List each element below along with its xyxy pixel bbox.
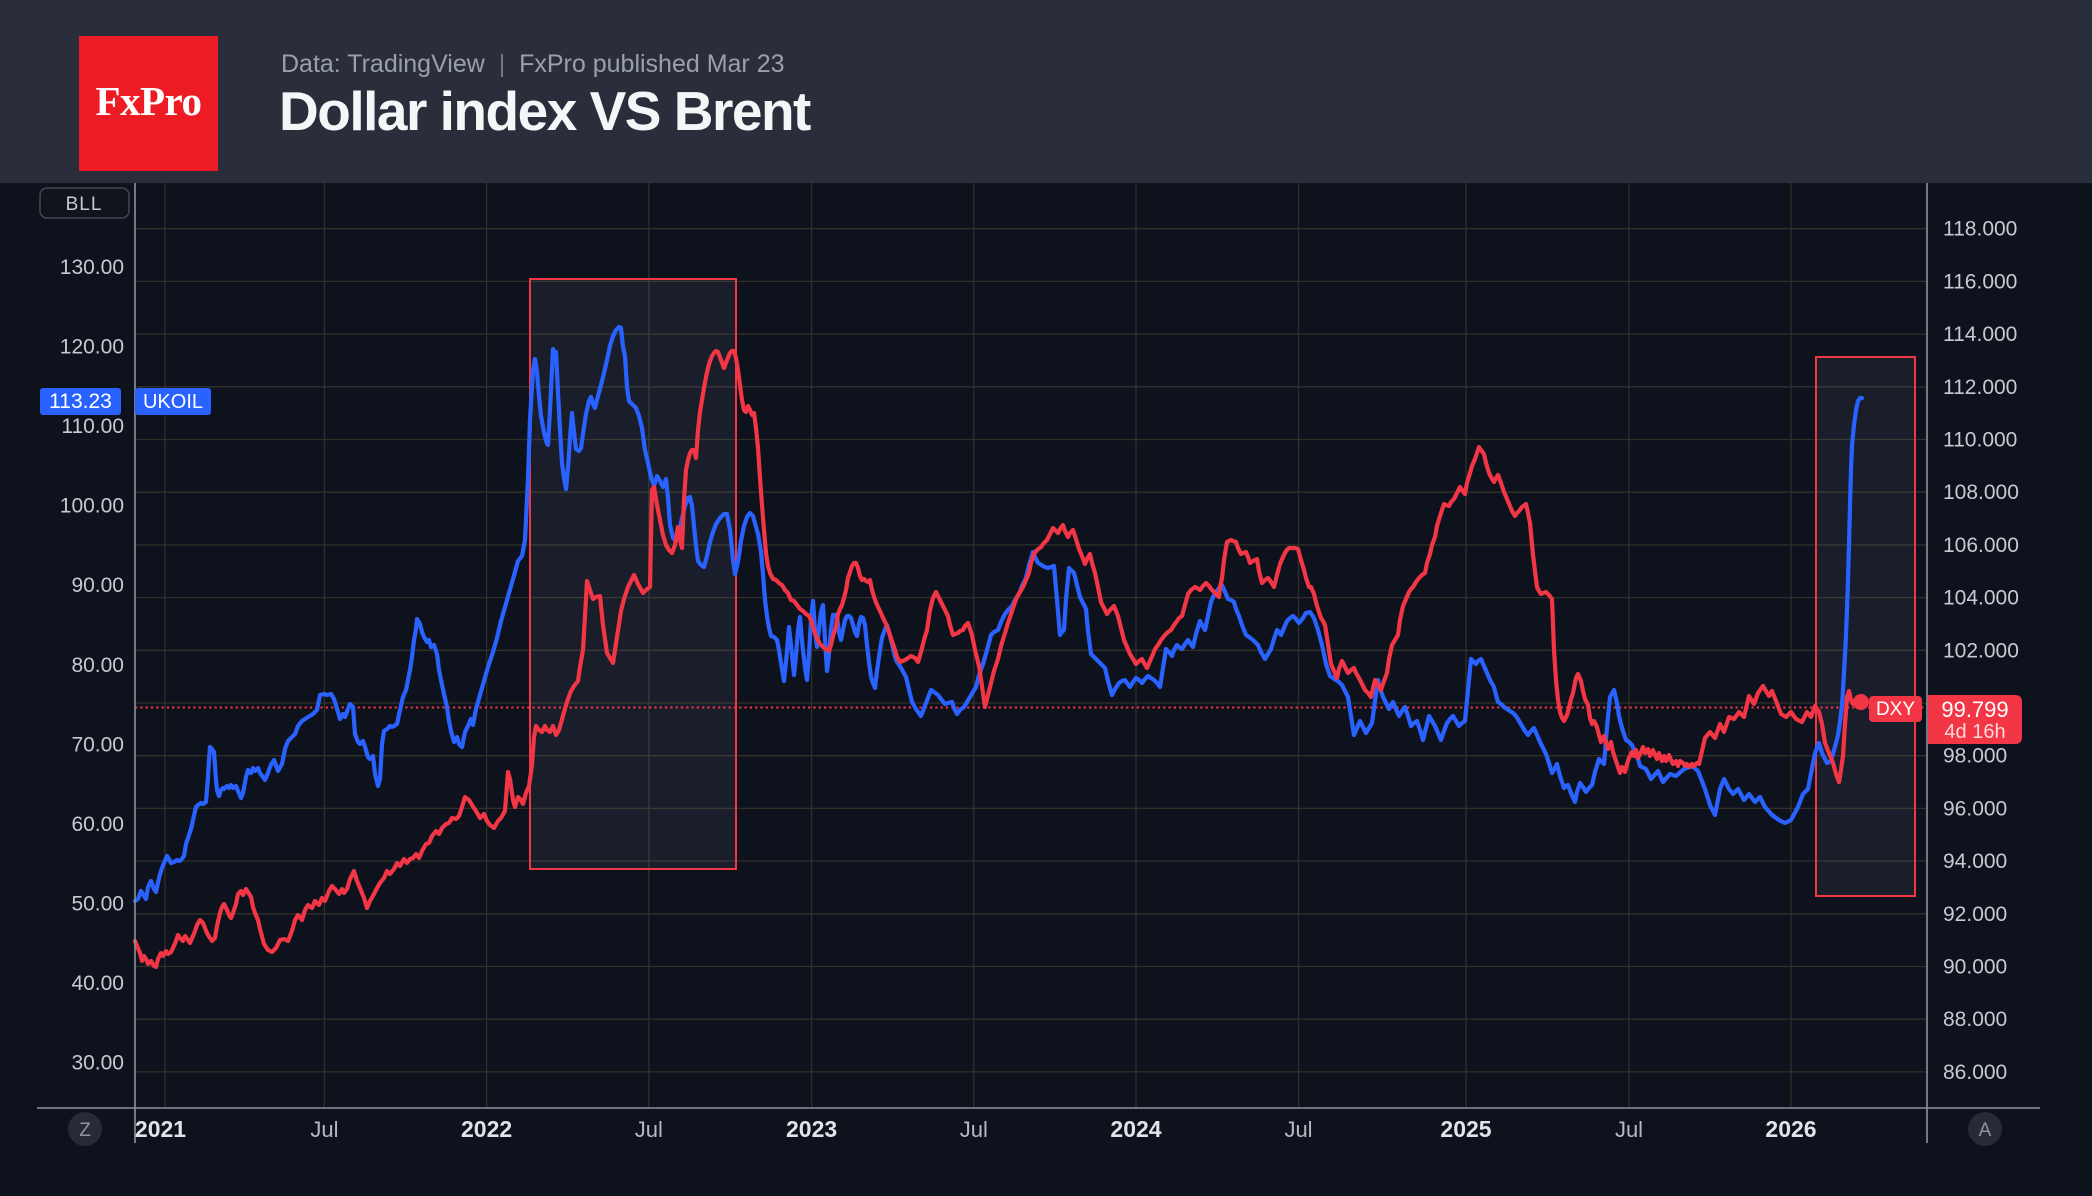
svg-text:Data: TradingView | FxPro pu: Data: TradingView | FxPro published Mar … [281, 50, 785, 78]
svg-text:104.000: 104.000 [1943, 587, 2019, 610]
svg-text:114.000: 114.000 [1943, 323, 2017, 346]
svg-text:70.00: 70.00 [71, 733, 124, 756]
svg-text:113.23: 113.23 [49, 390, 112, 413]
svg-text:Dollar index VS Brent: Dollar index VS Brent [279, 80, 811, 142]
svg-text:UKOIL: UKOIL [143, 391, 203, 413]
svg-text:Jul: Jul [1615, 1117, 1643, 1142]
svg-text:102.000: 102.000 [1943, 639, 2019, 662]
svg-text:30.00: 30.00 [71, 1052, 124, 1075]
svg-text:Jul: Jul [310, 1117, 338, 1142]
svg-text:2023: 2023 [786, 1116, 837, 1142]
svg-text:120.00: 120.00 [60, 336, 124, 359]
svg-text:110.000: 110.000 [1943, 429, 2017, 452]
svg-text:86.000: 86.000 [1943, 1061, 2007, 1084]
svg-text:92.000: 92.000 [1943, 903, 2007, 926]
svg-text:90.00: 90.00 [71, 574, 124, 597]
svg-text:2022: 2022 [461, 1116, 512, 1142]
svg-text:90.000: 90.000 [1943, 956, 2007, 979]
svg-text:80.00: 80.00 [71, 654, 124, 677]
svg-text:A: A [1979, 1120, 1992, 1141]
svg-text:4d 16h: 4d 16h [1944, 721, 2005, 743]
svg-text:130.00: 130.00 [60, 256, 124, 279]
svg-text:88.000: 88.000 [1943, 1008, 2007, 1031]
svg-text:108.000: 108.000 [1943, 481, 2019, 504]
svg-text:Jul: Jul [635, 1117, 663, 1142]
svg-text:FxPro: FxPro [95, 78, 201, 124]
svg-text:50.00: 50.00 [71, 892, 124, 915]
svg-text:98.000: 98.000 [1943, 745, 2007, 768]
svg-text:118.000: 118.000 [1943, 218, 2017, 241]
svg-text:99.799: 99.799 [1941, 697, 2008, 722]
svg-text:110.00: 110.00 [61, 415, 124, 438]
svg-text:94.000: 94.000 [1943, 850, 2007, 873]
svg-text:60.00: 60.00 [71, 813, 124, 836]
svg-text:Z: Z [79, 1120, 91, 1141]
svg-text:2021: 2021 [135, 1116, 186, 1142]
svg-text:100.00: 100.00 [60, 495, 124, 518]
svg-text:2024: 2024 [1110, 1116, 1161, 1142]
svg-text:2026: 2026 [1765, 1116, 1816, 1142]
svg-text:116.000: 116.000 [1943, 270, 2017, 293]
svg-text:106.000: 106.000 [1943, 534, 2019, 557]
svg-text:Jul: Jul [960, 1117, 988, 1142]
svg-text:40.00: 40.00 [71, 972, 124, 995]
svg-text:96.000: 96.000 [1943, 797, 2007, 820]
svg-text:BLL: BLL [66, 194, 103, 215]
svg-text:Jul: Jul [1284, 1117, 1312, 1142]
svg-text:DXY: DXY [1876, 699, 1915, 720]
svg-text:2025: 2025 [1440, 1116, 1491, 1142]
svg-text:112.000: 112.000 [1943, 376, 2017, 399]
